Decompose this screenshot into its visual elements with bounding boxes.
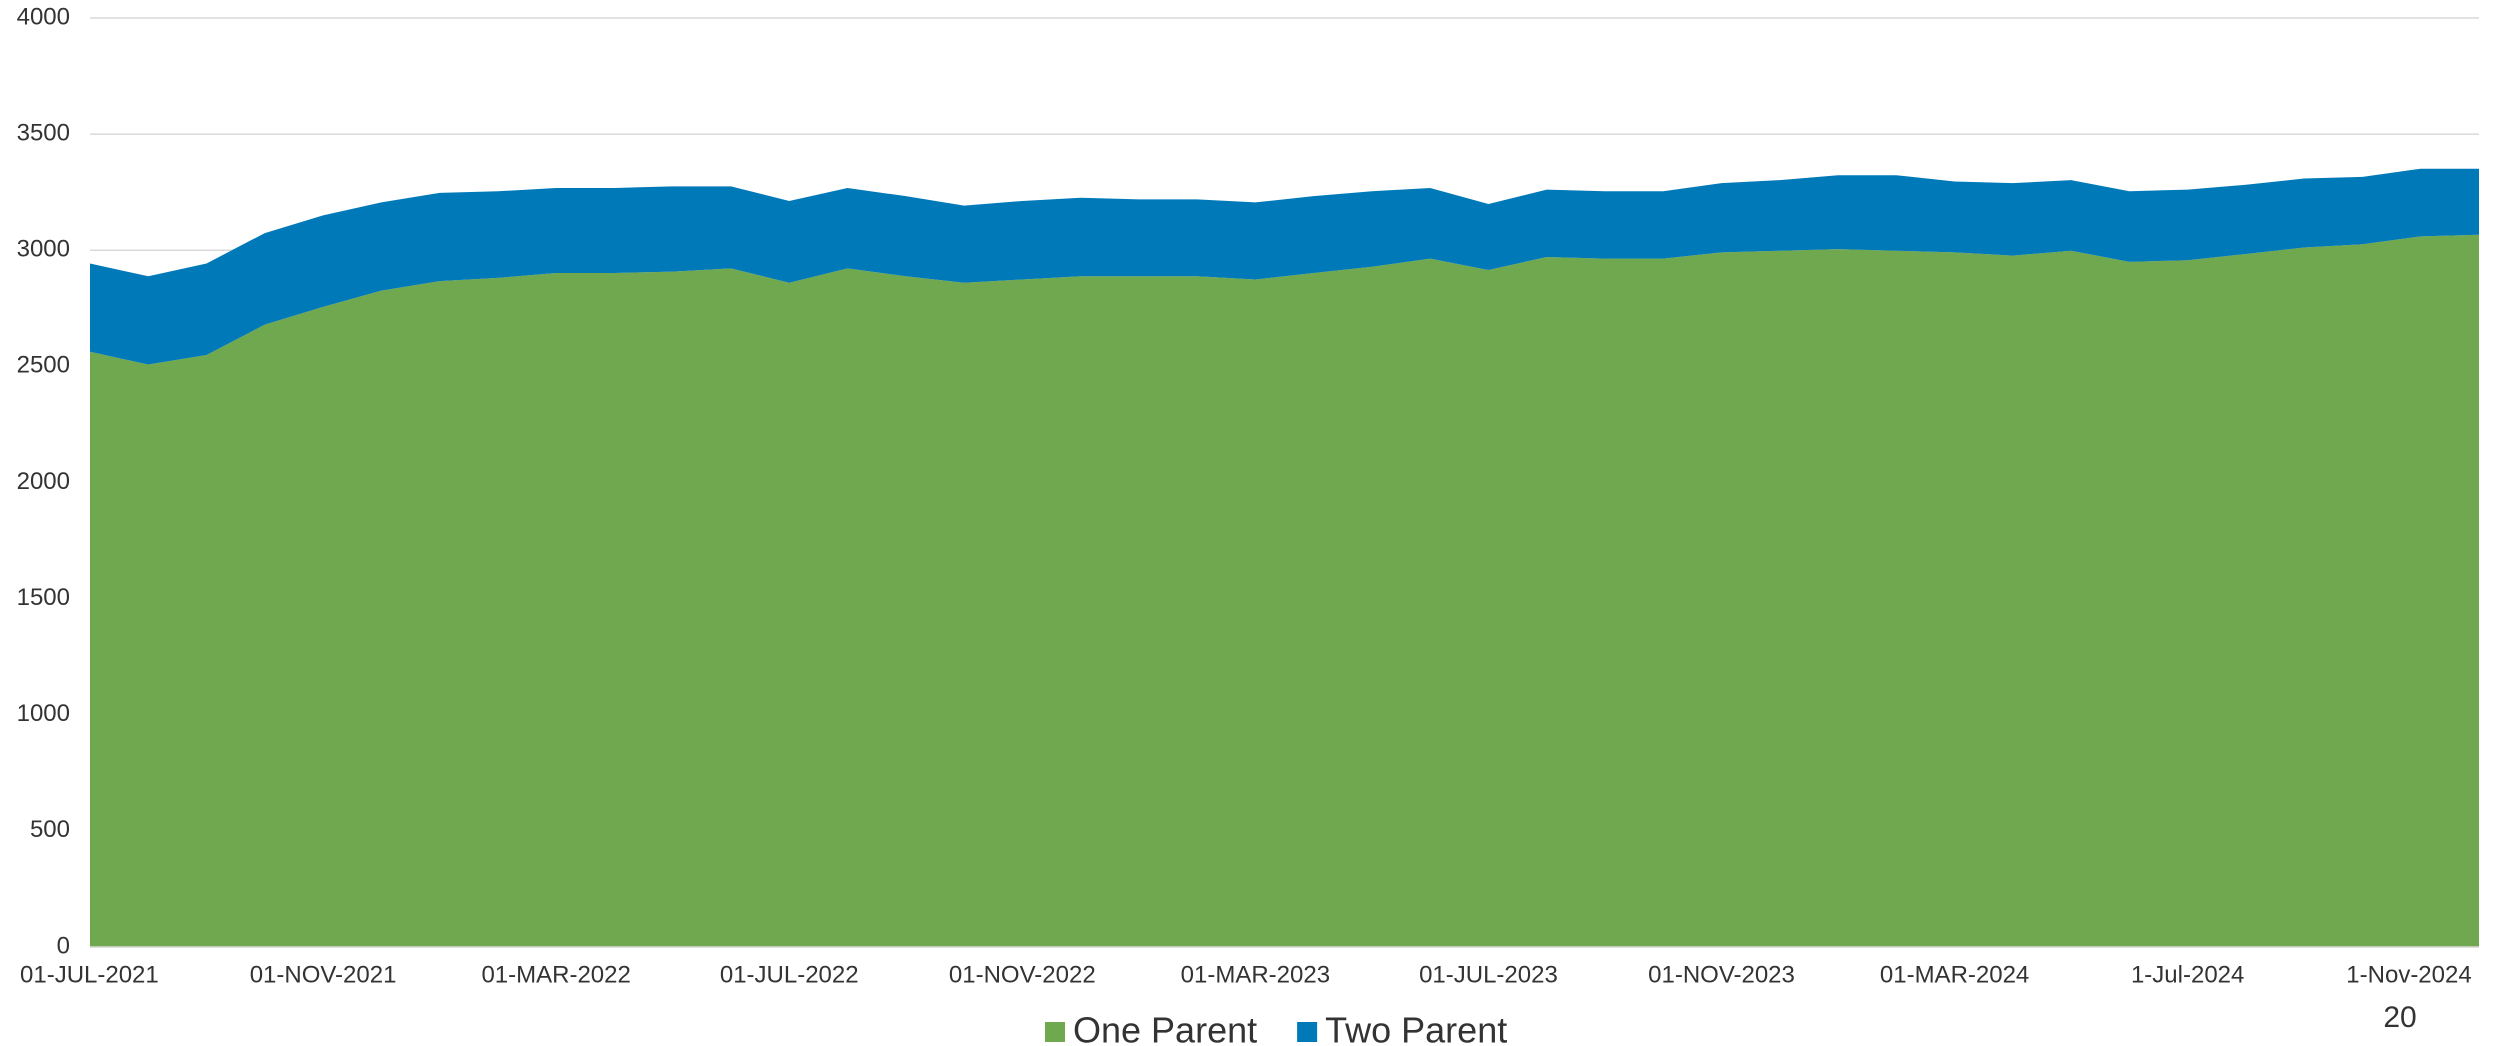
- x-tick-label: 01-MAR-2023: [1181, 961, 1330, 988]
- y-tick-label: 4000: [17, 3, 70, 30]
- y-tick-label: 1000: [17, 700, 70, 727]
- y-tick-label: 3000: [17, 236, 70, 263]
- x-tick-label: 01-NOV-2022: [949, 961, 1096, 988]
- x-tick-label: 01-JUL-2021: [20, 961, 159, 988]
- legend-label: Two Parent: [1325, 1010, 1507, 1046]
- y-tick-label: 500: [30, 816, 70, 843]
- x-tick-label: 01-MAR-2022: [481, 961, 630, 988]
- x-tick-label: 1-Nov-2024: [2346, 961, 2471, 988]
- x-tick-label: 1-Jul-2024: [2131, 961, 2244, 988]
- legend-label: One Parent: [1073, 1010, 1257, 1046]
- x-tick-label: 01-NOV-2021: [250, 961, 397, 988]
- y-tick-label: 1500: [17, 584, 70, 611]
- x-tick-label: 01-MAR-2024: [1880, 961, 2029, 988]
- y-tick-label: 2500: [17, 352, 70, 379]
- x-tick-label: 01-NOV-2023: [1648, 961, 1795, 988]
- page-number: 20: [2383, 1001, 2416, 1034]
- y-tick-label: 2000: [17, 468, 70, 495]
- y-tick-label: 3500: [17, 119, 70, 146]
- area: [90, 234, 2479, 947]
- x-tick-label: 01-JUL-2022: [720, 961, 859, 988]
- legend-swatch: [1045, 1022, 1065, 1042]
- legend-swatch: [1297, 1022, 1318, 1042]
- area: [90, 168, 2479, 365]
- x-tick-label: 01-JUL-2023: [1419, 961, 1558, 988]
- y-tick-label: 0: [57, 932, 70, 959]
